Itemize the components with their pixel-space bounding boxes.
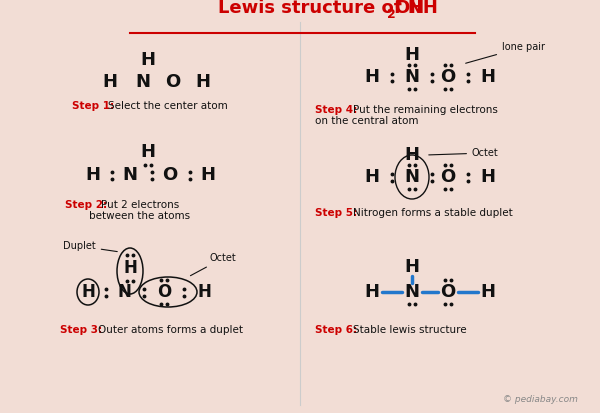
Text: Duplet: Duplet bbox=[63, 241, 117, 252]
Text: Nitrogen forms a stable duplet: Nitrogen forms a stable duplet bbox=[353, 208, 513, 218]
Text: Outer atoms forms a duplet: Outer atoms forms a duplet bbox=[98, 325, 243, 335]
Text: O: O bbox=[440, 68, 455, 86]
Text: Select the center atom: Select the center atom bbox=[108, 101, 228, 111]
Text: Step 3:: Step 3: bbox=[60, 325, 102, 335]
Text: H: H bbox=[103, 73, 118, 91]
Text: H: H bbox=[481, 283, 496, 301]
Text: H: H bbox=[140, 143, 155, 161]
Text: H: H bbox=[196, 73, 211, 91]
Text: on the central atom: on the central atom bbox=[315, 116, 419, 126]
Text: Lewis structure of NH: Lewis structure of NH bbox=[218, 0, 438, 17]
Text: H: H bbox=[197, 283, 211, 301]
Text: O: O bbox=[166, 73, 181, 91]
Text: H: H bbox=[481, 168, 496, 186]
Text: 2: 2 bbox=[387, 8, 396, 21]
Text: © pediabay.com: © pediabay.com bbox=[503, 396, 577, 404]
Text: Stable lewis structure: Stable lewis structure bbox=[353, 325, 467, 335]
Text: O: O bbox=[163, 166, 178, 184]
Text: H: H bbox=[365, 283, 380, 301]
Text: O: O bbox=[440, 168, 455, 186]
Text: Put 2 electrons: Put 2 electrons bbox=[101, 200, 179, 210]
Text: N: N bbox=[136, 73, 151, 91]
Text: H: H bbox=[200, 166, 215, 184]
Text: H: H bbox=[404, 46, 419, 64]
Text: H: H bbox=[365, 168, 380, 186]
Text: Octet: Octet bbox=[429, 148, 499, 158]
Text: N: N bbox=[404, 168, 419, 186]
Text: O: O bbox=[440, 283, 455, 301]
Text: N: N bbox=[404, 68, 419, 86]
Text: lone pair: lone pair bbox=[466, 42, 545, 63]
Text: OH: OH bbox=[394, 0, 424, 17]
Text: Step 5:: Step 5: bbox=[315, 208, 357, 218]
Text: Octet: Octet bbox=[190, 253, 237, 276]
Text: N: N bbox=[404, 283, 419, 301]
Text: H: H bbox=[481, 68, 496, 86]
Text: Step 4:: Step 4: bbox=[315, 105, 357, 115]
Text: H: H bbox=[404, 258, 419, 276]
Text: N: N bbox=[122, 166, 137, 184]
Text: Step 2:: Step 2: bbox=[65, 200, 107, 210]
Text: H: H bbox=[81, 283, 95, 301]
Text: H: H bbox=[404, 146, 419, 164]
Text: H: H bbox=[365, 68, 380, 86]
Text: H: H bbox=[123, 259, 137, 277]
Text: between the atoms: between the atoms bbox=[89, 211, 190, 221]
Text: H: H bbox=[140, 51, 155, 69]
Text: O: O bbox=[157, 283, 171, 301]
Text: N: N bbox=[117, 283, 131, 301]
Text: Step 1:: Step 1: bbox=[72, 101, 114, 111]
Text: Step 6:: Step 6: bbox=[315, 325, 357, 335]
Text: H: H bbox=[86, 166, 101, 184]
Text: Put the remaining electrons: Put the remaining electrons bbox=[353, 105, 498, 115]
